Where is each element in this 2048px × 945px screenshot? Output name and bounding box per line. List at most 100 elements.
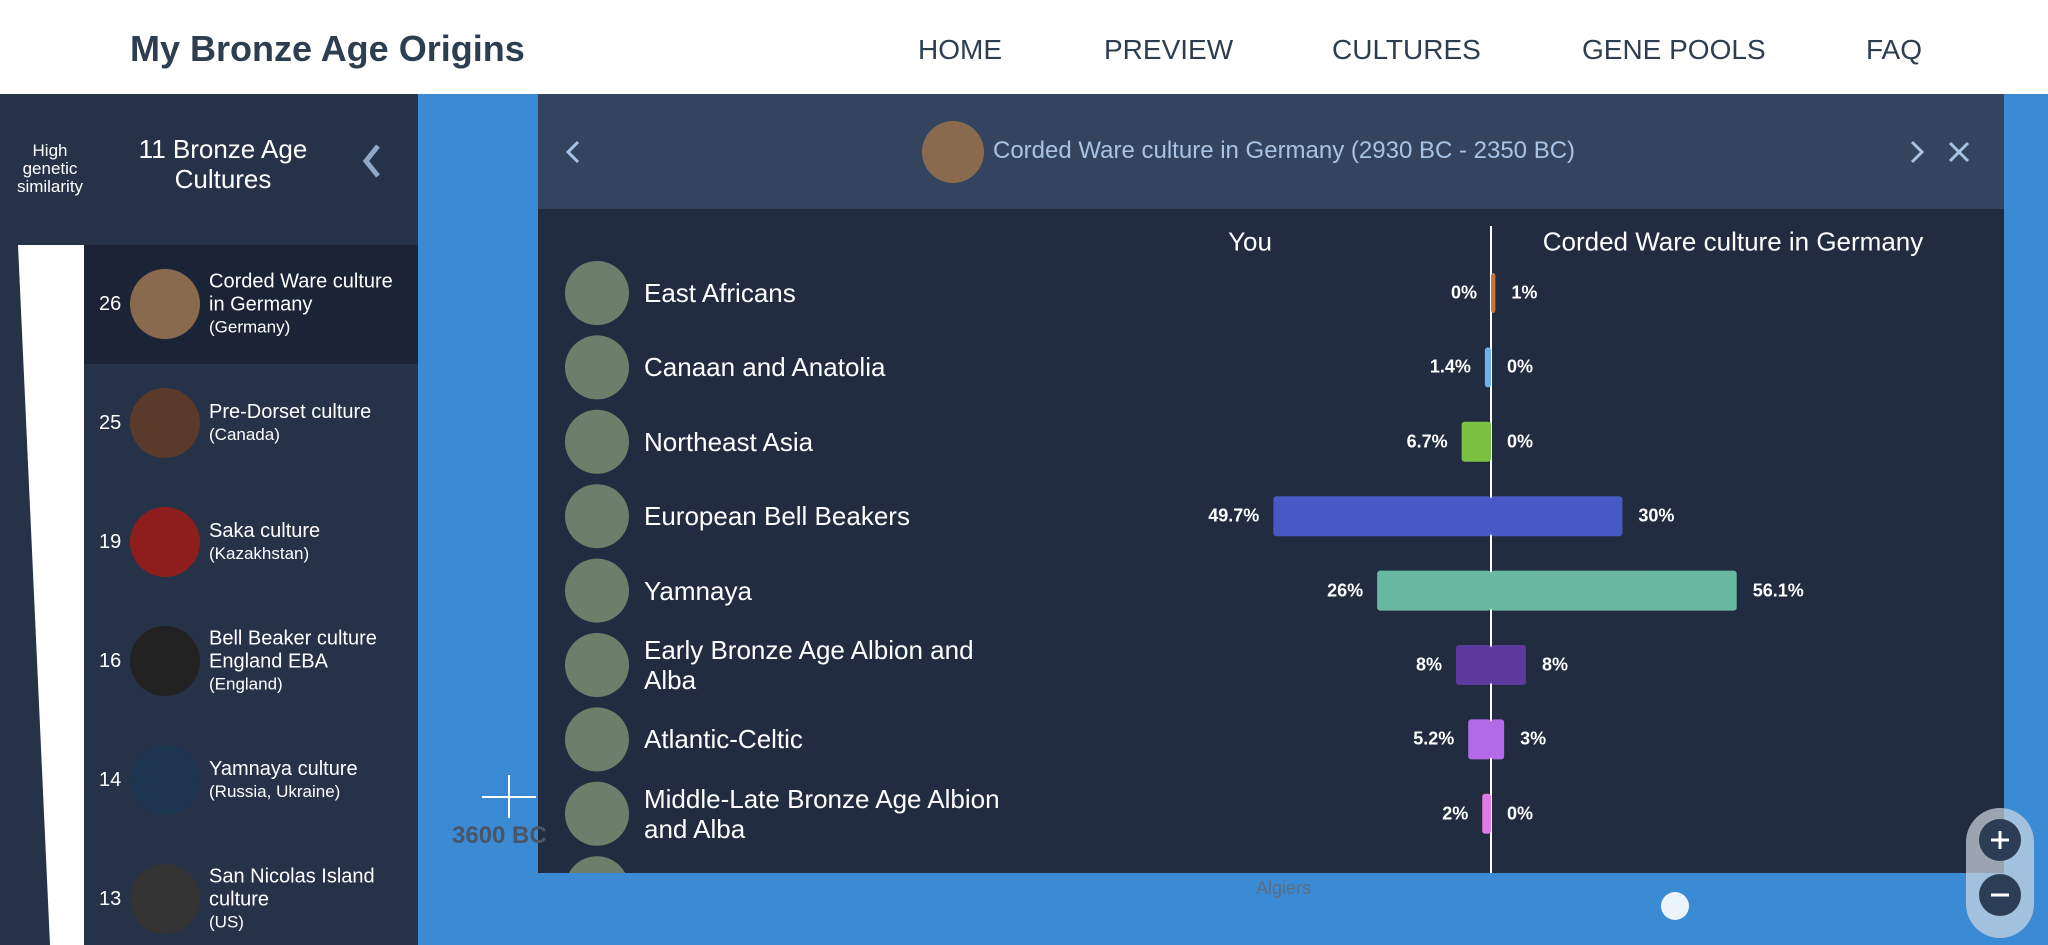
scale-label: High genetic similarity: [16, 141, 84, 196]
culture-icon: [130, 864, 200, 934]
map-label: Algiers: [1256, 878, 1312, 898]
culture-name: Corded Ware culture in Germany: [209, 270, 393, 316]
culture-rank: 14: [99, 769, 122, 791]
collapse-arrow[interactable]: [362, 144, 380, 178]
you-value-label: 8%: [1415, 654, 1442, 675]
culture-item[interactable]: Bell Beaker culture England EBA (England): [209, 628, 409, 695]
panel: [538, 94, 2004, 873]
population-icon: [565, 261, 629, 325]
population-name: European Bell Beakers: [644, 501, 910, 532]
population-icon: [565, 633, 629, 697]
culture-rank: 19: [99, 531, 122, 553]
culture-region: (US): [209, 912, 244, 932]
culture-item[interactable]: Yamnaya culture (Russia, Ukraine): [209, 758, 409, 802]
population-icon: [565, 335, 629, 400]
you-value-label: 0%: [1450, 282, 1477, 303]
panel-header: [538, 94, 2004, 209]
culture-name: Saka culture: [209, 520, 321, 542]
panel-icon: [922, 121, 984, 183]
you-bar: [1482, 793, 1491, 834]
culture-region: (Germany): [209, 317, 291, 337]
close-button[interactable]: [1948, 141, 1970, 163]
bar-layer: [565, 226, 1737, 873]
population-icon: [565, 558, 629, 623]
culture-value-label: 30%: [1638, 505, 1675, 526]
culture-icon: [130, 269, 200, 339]
culture-bar: [1491, 645, 1527, 685]
you-value-label: 26%: [1327, 580, 1364, 601]
culture-region: (Russia, Ukraine): [209, 782, 341, 801]
sidebar-title: 11 Bronze Age Cultures: [138, 134, 308, 194]
population-icon: [565, 484, 629, 549]
culture-value-label: 1%: [1511, 282, 1538, 303]
culture-name: Pre-Dorset culture: [209, 401, 372, 423]
nav-link[interactable]: HOME: [918, 34, 1002, 65]
population-icon: [565, 781, 629, 846]
culture-value-label: 0%: [1507, 803, 1534, 824]
you-value-label: 6.7%: [1406, 431, 1448, 452]
culture-item[interactable]: Saka culture (Kazakhstan): [209, 520, 409, 564]
culture-rank: 25: [99, 412, 122, 434]
population-name: Yamnaya: [644, 575, 752, 606]
culture-region: (Canada): [209, 425, 280, 444]
you-value-label: 2%: [1442, 803, 1469, 824]
population-name: Middle-Late Bronze Age Albion and Alba: [644, 783, 1000, 844]
culture-item[interactable]: Pre-Dorset culture (Canada): [209, 401, 409, 445]
culture-icon: [130, 388, 200, 458]
culture-value-label: 56.1%: [1752, 580, 1804, 601]
map-label: 3600 BC: [452, 822, 547, 849]
population-name: Early Bronze Age Albion and Alba: [644, 635, 974, 695]
you-bar: [1484, 347, 1491, 388]
column-header: Corded Ware culture in Germany: [1542, 226, 1924, 257]
population-icon: [568, 856, 626, 873]
you-bar: [1377, 570, 1491, 611]
header-bar: [0, 0, 2048, 94]
nav-link[interactable]: GENE POOLS: [1582, 34, 1766, 65]
you-bar: [1455, 645, 1491, 685]
column-header: You: [1228, 226, 1272, 257]
nav-link[interactable]: FAQ: [1866, 34, 1923, 65]
panel-title: Corded Ware culture in Germany (2930 BC …: [993, 137, 1576, 164]
culture-icon: [130, 745, 200, 815]
you-bar: [1461, 421, 1491, 462]
culture-rank: 16: [99, 650, 122, 672]
prev-arrow[interactable]: [565, 140, 580, 164]
culture-item[interactable]: Corded Ware culture in Germany (Germany): [209, 271, 409, 338]
culture-rank: 13: [99, 888, 122, 910]
population-icon: [565, 409, 629, 474]
population-name: Canaan and Anatolia: [644, 352, 886, 383]
you-bar: [1273, 496, 1491, 537]
culture-value-label: 8%: [1542, 654, 1569, 675]
site-title: My Bronze Age Origins: [130, 28, 525, 69]
culture-name: San Nicolas Island culture: [209, 865, 375, 911]
similarity-wedge: [18, 245, 84, 945]
culture-value-label: 0%: [1507, 356, 1534, 377]
panel-body: East Africans 0% 1% Canaan and Anatolia 1.4%…: [538, 209, 2004, 873]
nav-link[interactable]: CULTURES: [1332, 34, 1481, 65]
you-bar: [1468, 719, 1491, 760]
culture-region: (Kazakhstan): [209, 544, 310, 563]
culture-icon: [130, 626, 200, 696]
population-name: East Africans: [644, 278, 796, 308]
culture-item[interactable]: San Nicolas Island culture (US): [209, 866, 409, 933]
population-name: Northeast Asia: [644, 426, 814, 457]
culture-value-label: 0%: [1507, 431, 1534, 452]
you-value-label: 5.2%: [1413, 728, 1455, 749]
zoom-in-icon: [1991, 831, 2009, 849]
you-value-label: 1.4%: [1429, 356, 1471, 377]
culture-bar: [1491, 496, 1623, 537]
culture-region: (England): [209, 674, 283, 694]
culture-bar: [1491, 570, 1737, 611]
culture-name: Bell Beaker culture England EBA: [209, 627, 377, 673]
next-arrow[interactable]: [1910, 140, 1925, 164]
you-value-label: 49.7%: [1208, 505, 1260, 526]
culture-bar: [1491, 273, 1496, 313]
culture-bar: [1491, 719, 1505, 760]
nav-link[interactable]: PREVIEW: [1104, 34, 1234, 65]
population-name: Atlantic-Celtic: [644, 724, 803, 755]
culture-value-label: 3%: [1520, 728, 1547, 749]
culture-rank: 26: [99, 293, 122, 315]
culture-icon: [130, 507, 200, 577]
